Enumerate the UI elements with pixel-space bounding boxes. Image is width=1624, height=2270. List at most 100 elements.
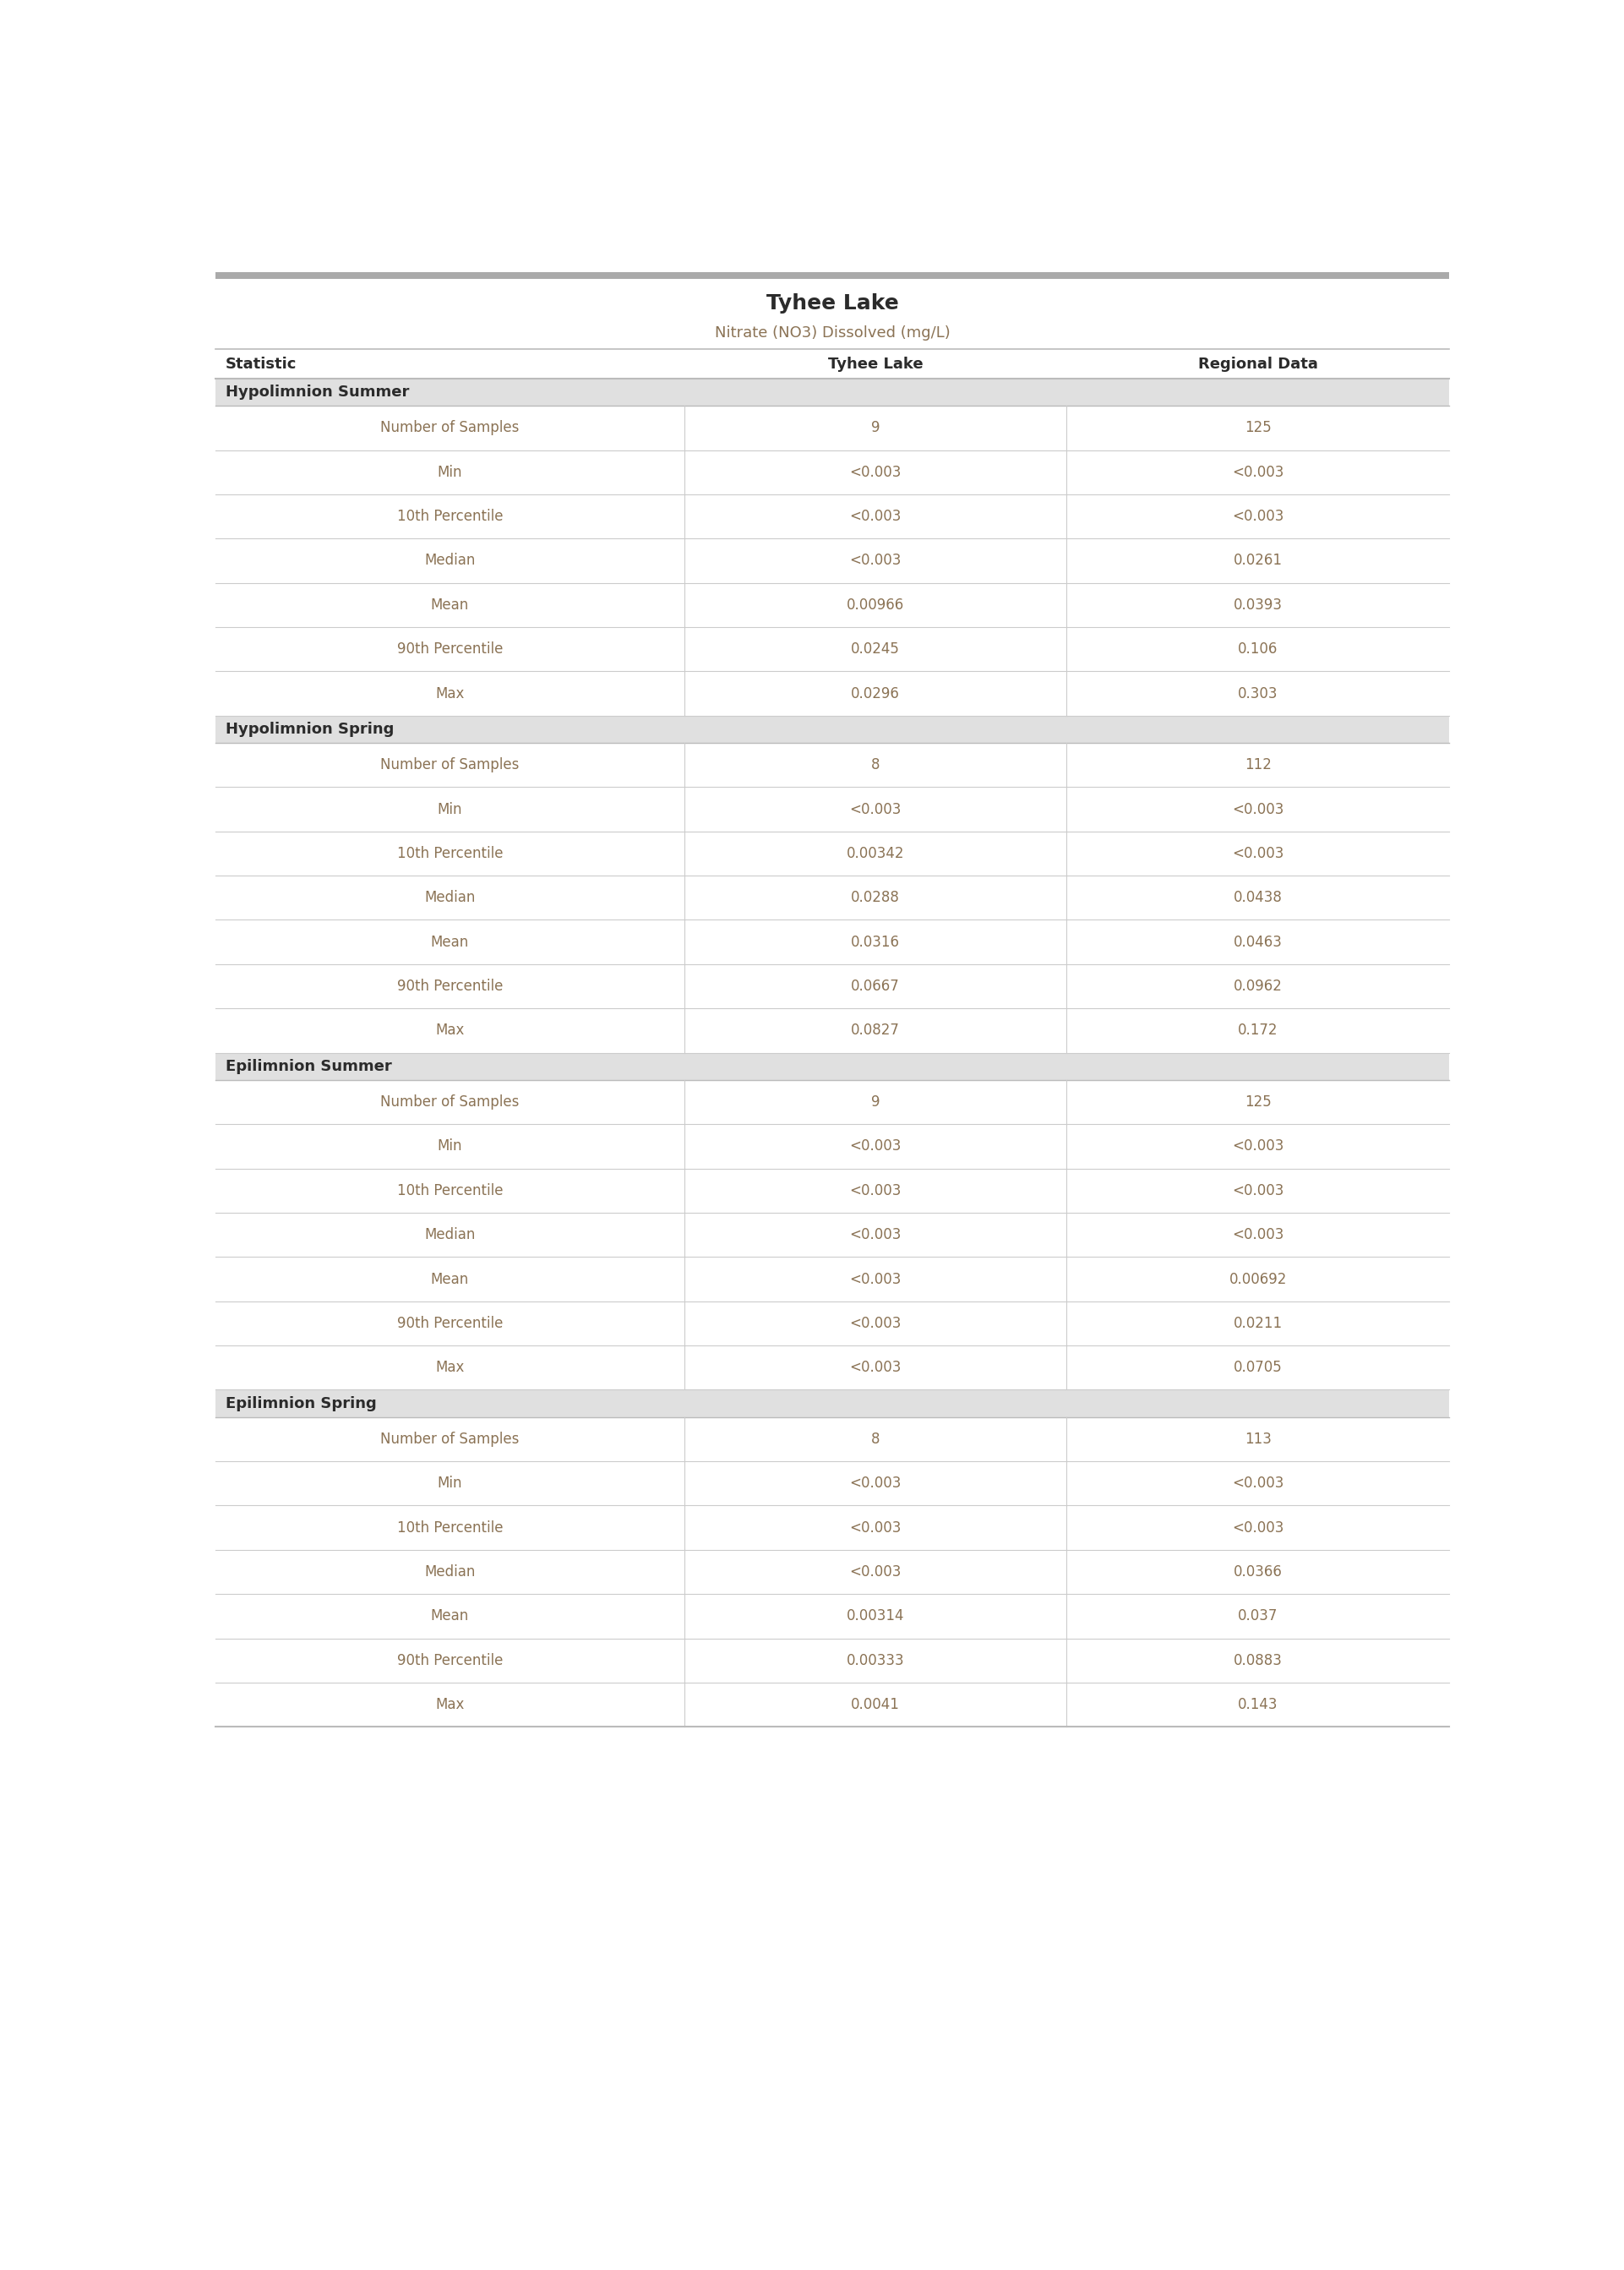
Text: Median: Median — [424, 1564, 476, 1580]
Text: 0.037: 0.037 — [1237, 1609, 1278, 1623]
Text: Number of Samples: Number of Samples — [380, 420, 520, 436]
Bar — [216, 1169, 1449, 1212]
Text: <0.003: <0.003 — [1233, 1521, 1283, 1535]
Text: 0.00314: 0.00314 — [846, 1609, 905, 1623]
Bar — [216, 1639, 1449, 1682]
Text: <0.003: <0.003 — [849, 1317, 901, 1330]
Text: 10th Percentile: 10th Percentile — [396, 1183, 503, 1199]
Text: Epilimnion Summer: Epilimnion Summer — [226, 1058, 391, 1074]
Bar — [216, 1124, 1449, 1169]
Bar — [216, 1682, 1449, 1727]
Text: 0.00692: 0.00692 — [1229, 1271, 1286, 1287]
Text: 0.0211: 0.0211 — [1233, 1317, 1283, 1330]
Bar — [216, 449, 1449, 495]
Text: Median: Median — [424, 890, 476, 906]
Text: Hypolimnion Spring: Hypolimnion Spring — [226, 722, 395, 738]
Bar — [216, 1389, 1449, 1416]
Bar — [216, 1416, 1449, 1462]
Text: <0.003: <0.003 — [1233, 1183, 1283, 1199]
Bar — [216, 272, 1449, 279]
Text: 0.0393: 0.0393 — [1233, 597, 1283, 613]
Text: <0.003: <0.003 — [1233, 465, 1283, 479]
Text: Max: Max — [435, 686, 464, 701]
Text: <0.003: <0.003 — [1233, 1476, 1283, 1491]
Text: Number of Samples: Number of Samples — [380, 1432, 520, 1446]
Text: <0.003: <0.003 — [1233, 847, 1283, 860]
Text: Max: Max — [435, 1360, 464, 1376]
Text: 90th Percentile: 90th Percentile — [396, 1653, 503, 1668]
Text: 113: 113 — [1244, 1432, 1272, 1446]
Bar — [216, 831, 1449, 876]
Text: 0.0041: 0.0041 — [851, 1698, 900, 1712]
Text: Min: Min — [437, 1476, 463, 1491]
Bar — [216, 742, 1449, 788]
Text: <0.003: <0.003 — [849, 508, 901, 524]
Text: <0.003: <0.003 — [849, 1564, 901, 1580]
Text: 8: 8 — [870, 758, 880, 772]
Text: 9: 9 — [870, 1094, 880, 1110]
Bar — [216, 627, 1449, 672]
Text: 0.0463: 0.0463 — [1233, 935, 1283, 949]
Text: Min: Min — [437, 465, 463, 479]
Text: 90th Percentile: 90th Percentile — [396, 642, 503, 656]
Bar — [216, 1505, 1449, 1550]
Text: 0.00342: 0.00342 — [846, 847, 905, 860]
Text: 0.0296: 0.0296 — [851, 686, 900, 701]
Text: 0.00333: 0.00333 — [846, 1653, 905, 1668]
Text: <0.003: <0.003 — [1233, 801, 1283, 817]
Bar — [216, 1258, 1449, 1301]
Text: Median: Median — [424, 1228, 476, 1242]
Text: Tyhee Lake: Tyhee Lake — [828, 356, 922, 372]
Text: Mean: Mean — [430, 1609, 469, 1623]
Text: 125: 125 — [1244, 420, 1272, 436]
Bar — [216, 538, 1449, 583]
Text: <0.003: <0.003 — [849, 465, 901, 479]
Bar — [216, 1008, 1449, 1053]
Text: Max: Max — [435, 1698, 464, 1712]
Text: Mean: Mean — [430, 1271, 469, 1287]
Text: Tyhee Lake: Tyhee Lake — [767, 293, 898, 313]
Text: <0.003: <0.003 — [849, 1360, 901, 1376]
Bar — [216, 715, 1449, 742]
Text: 0.0261: 0.0261 — [1233, 554, 1283, 568]
Bar — [216, 1212, 1449, 1258]
Text: <0.003: <0.003 — [849, 1140, 901, 1153]
Text: 10th Percentile: 10th Percentile — [396, 1521, 503, 1535]
Bar — [216, 788, 1449, 831]
Text: Epilimnion Spring: Epilimnion Spring — [226, 1396, 377, 1412]
Bar — [216, 919, 1449, 965]
Bar — [216, 672, 1449, 715]
Text: 9: 9 — [870, 420, 880, 436]
Text: Nitrate (NO3) Dissolved (mg/L): Nitrate (NO3) Dissolved (mg/L) — [715, 325, 950, 340]
Text: 0.0667: 0.0667 — [851, 978, 900, 994]
Text: Number of Samples: Number of Samples — [380, 1094, 520, 1110]
Text: <0.003: <0.003 — [1233, 1140, 1283, 1153]
Bar — [216, 379, 1449, 406]
Text: 0.0883: 0.0883 — [1233, 1653, 1283, 1668]
Text: 0.303: 0.303 — [1237, 686, 1278, 701]
Text: 0.0962: 0.0962 — [1233, 978, 1283, 994]
Text: 0.0438: 0.0438 — [1233, 890, 1283, 906]
Bar — [216, 1594, 1449, 1639]
Bar — [216, 495, 1449, 538]
Text: 0.0245: 0.0245 — [851, 642, 900, 656]
Text: Mean: Mean — [430, 597, 469, 613]
Text: 112: 112 — [1244, 758, 1272, 772]
Text: 10th Percentile: 10th Percentile — [396, 847, 503, 860]
Text: <0.003: <0.003 — [849, 554, 901, 568]
Bar — [216, 1550, 1449, 1594]
Text: Median: Median — [424, 554, 476, 568]
Text: <0.003: <0.003 — [1233, 1228, 1283, 1242]
Text: Max: Max — [435, 1024, 464, 1037]
Bar — [216, 350, 1449, 379]
Text: <0.003: <0.003 — [849, 801, 901, 817]
Text: <0.003: <0.003 — [849, 1183, 901, 1199]
Bar — [216, 1346, 1449, 1389]
Bar — [216, 1301, 1449, 1346]
Text: 90th Percentile: 90th Percentile — [396, 1317, 503, 1330]
Text: Regional Data: Regional Data — [1199, 356, 1317, 372]
Bar — [216, 406, 1449, 449]
Text: 0.00966: 0.00966 — [846, 597, 905, 613]
Text: 0.172: 0.172 — [1237, 1024, 1278, 1037]
Text: <0.003: <0.003 — [1233, 508, 1283, 524]
